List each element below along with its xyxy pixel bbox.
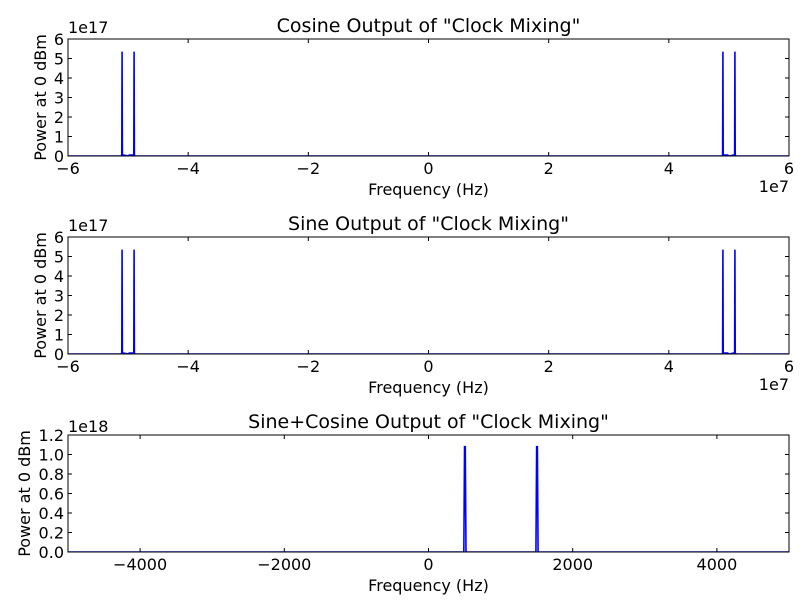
x-tick-label: −4000 <box>113 555 167 574</box>
y-offset-text: 1e18 <box>68 417 108 436</box>
x-tick-label: −4 <box>176 357 200 376</box>
x-tick-label: −6 <box>56 357 80 376</box>
x-axis-label: Frequency (Hz) <box>368 180 489 199</box>
x-tick-label: −4 <box>176 159 200 178</box>
x-tick-label: 2 <box>544 357 554 376</box>
x-tick-label: 0 <box>423 159 433 178</box>
y-tick-label: 1.0 <box>39 446 64 465</box>
y-tick-label: 2 <box>54 108 64 127</box>
y-tick-label: 3 <box>54 89 64 108</box>
chart-title: Cosine Output of "Clock Mixing" <box>277 15 581 37</box>
y-tick-label: 1 <box>54 326 64 345</box>
subplot-3: −4000 −2000 0 2000 4000 0.00.20.40.60.81.01.2… <box>15 411 790 595</box>
x-tick-label: 2000 <box>552 555 593 574</box>
x-tick-label: 6 <box>784 159 794 178</box>
series-line-1 <box>68 445 789 552</box>
x-tick-label: −6 <box>56 159 80 178</box>
axes-frame <box>67 38 790 157</box>
y-tick-label: 4 <box>54 69 64 88</box>
series-line-1 <box>68 249 789 354</box>
x-tick-label: 0 <box>423 555 433 574</box>
chart-title: Sine+Cosine Output of "Clock Mixing" <box>248 411 609 433</box>
axes-frame <box>67 434 790 553</box>
x-tick-label: 4 <box>664 159 674 178</box>
y-axis-label: Power at 0 dBm <box>15 430 34 557</box>
y-offset-text: 1e17 <box>68 18 108 37</box>
y-tick-label: 5 <box>54 50 64 69</box>
x-offset-text: 1e7 <box>759 375 789 394</box>
x-tick-label: 4000 <box>697 555 738 574</box>
y-axis-label: Power at 0 dBm <box>31 34 50 161</box>
y-offset-text: 1e17 <box>68 216 108 235</box>
y-tick-label: 1.2 <box>39 426 64 445</box>
x-tick-label: 6 <box>784 357 794 376</box>
x-tick-label: −2 <box>297 357 321 376</box>
y-tick-label: 1 <box>54 128 64 147</box>
y-tick-label: 0 <box>54 345 64 364</box>
y-tick-label: 6 <box>54 228 64 247</box>
x-tick-label: 0 <box>423 357 433 376</box>
y-tick-label: 0.6 <box>39 485 64 504</box>
y-tick-label: 5 <box>54 248 64 267</box>
chart-title: Sine Output of "Clock Mixing" <box>288 213 569 235</box>
x-tick-label: 2 <box>544 159 554 178</box>
x-axis-label: Frequency (Hz) <box>368 576 489 595</box>
y-tick-label: 0.4 <box>39 504 64 523</box>
y-tick-label: 0.0 <box>39 543 64 562</box>
y-tick-label: 4 <box>54 267 64 286</box>
y-tick-label: 2 <box>54 306 64 325</box>
y-tick-label: 3 <box>54 287 64 306</box>
y-tick-label: 0 <box>54 147 64 166</box>
y-axis-label: Power at 0 dBm <box>31 232 50 359</box>
x-axis-label: Frequency (Hz) <box>368 378 489 397</box>
x-tick-label: −2000 <box>257 555 311 574</box>
y-tick-label: 0.8 <box>39 465 64 484</box>
series-line-1 <box>68 51 789 156</box>
x-tick-label: −2 <box>297 159 321 178</box>
x-offset-text: 1e7 <box>759 177 789 196</box>
y-tick-label: 6 <box>54 30 64 49</box>
y-tick-label: 0.2 <box>39 524 64 543</box>
axes-frame <box>67 236 790 355</box>
x-tick-label: 4 <box>664 357 674 376</box>
